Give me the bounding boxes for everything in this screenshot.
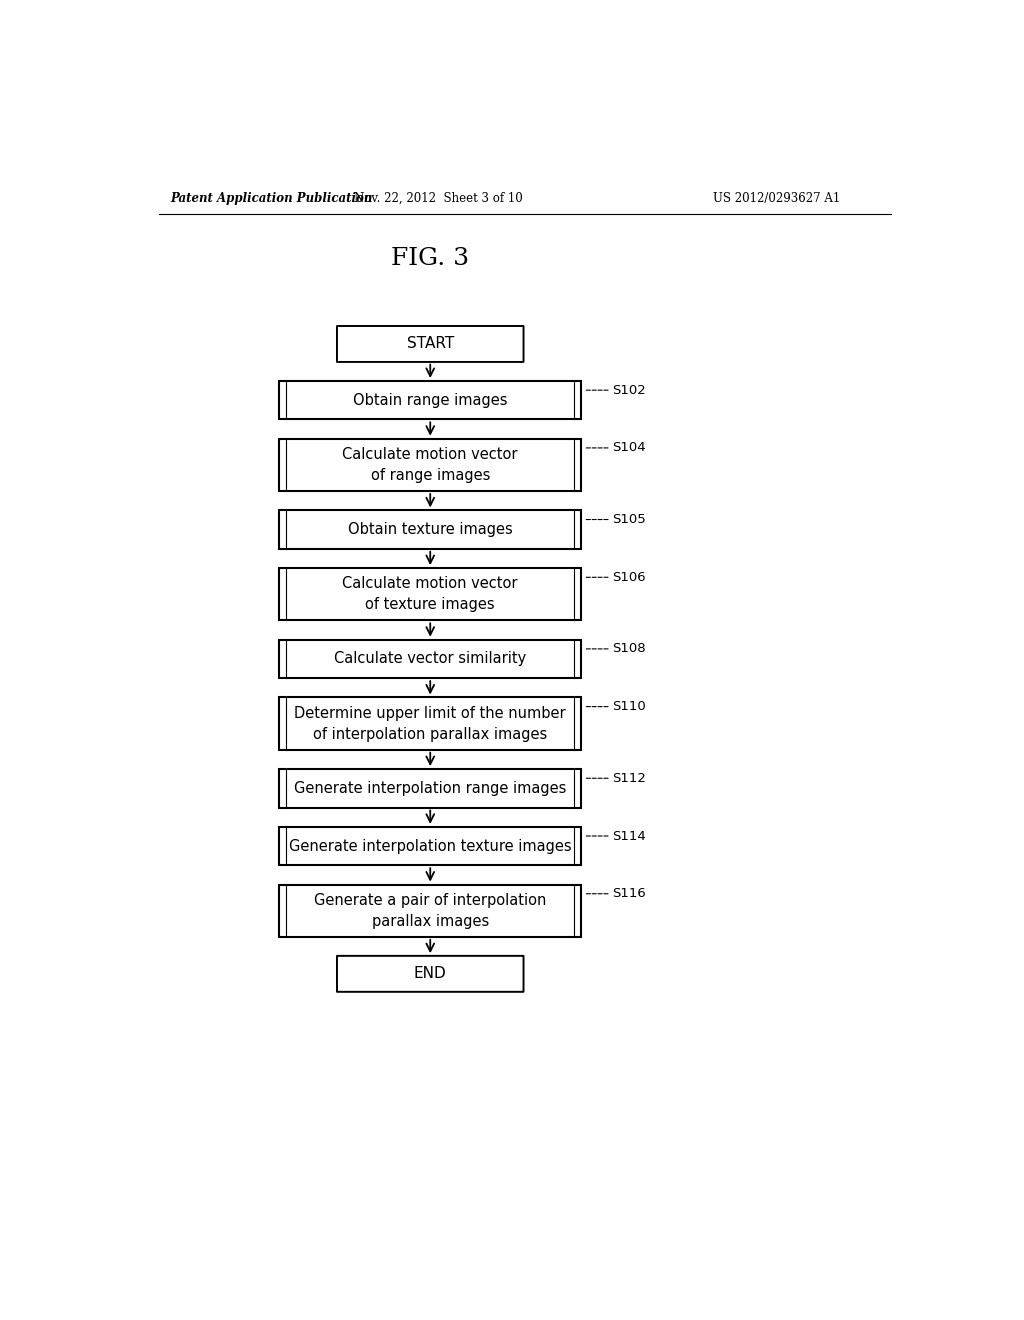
Text: S102: S102 [612,384,646,397]
Text: S104: S104 [612,441,646,454]
Text: Determine upper limit of the number
of interpolation parallax images: Determine upper limit of the number of i… [295,706,566,742]
Text: Generate a pair of interpolation
parallax images: Generate a pair of interpolation paralla… [314,892,547,929]
FancyBboxPatch shape [280,568,582,620]
FancyBboxPatch shape [280,697,582,750]
Text: Calculate motion vector
of texture images: Calculate motion vector of texture image… [342,577,518,612]
Text: S108: S108 [612,643,646,656]
FancyBboxPatch shape [280,640,582,678]
Text: Calculate motion vector
of range images: Calculate motion vector of range images [342,447,518,483]
Text: FIG. 3: FIG. 3 [391,247,469,271]
Text: S112: S112 [612,772,646,785]
Text: Obtain texture images: Obtain texture images [348,521,513,537]
Text: S105: S105 [612,513,646,527]
FancyBboxPatch shape [280,770,582,808]
FancyBboxPatch shape [337,956,523,991]
FancyBboxPatch shape [337,326,523,362]
Text: US 2012/0293627 A1: US 2012/0293627 A1 [713,191,841,205]
Text: Generate interpolation range images: Generate interpolation range images [294,780,566,796]
Text: Generate interpolation texture images: Generate interpolation texture images [289,838,571,854]
FancyBboxPatch shape [280,381,582,420]
Text: END: END [414,966,446,981]
Text: Calculate vector similarity: Calculate vector similarity [334,651,526,667]
Text: S116: S116 [612,887,646,900]
Text: Patent Application Publication: Patent Application Publication [171,191,373,205]
Text: Nov. 22, 2012  Sheet 3 of 10: Nov. 22, 2012 Sheet 3 of 10 [353,191,522,205]
Text: Obtain range images: Obtain range images [353,392,508,408]
Text: S106: S106 [612,570,646,583]
Text: S110: S110 [612,700,646,713]
FancyBboxPatch shape [280,826,582,866]
Text: START: START [407,337,454,351]
FancyBboxPatch shape [280,884,582,937]
FancyBboxPatch shape [280,511,582,549]
FancyBboxPatch shape [280,438,582,491]
Text: S114: S114 [612,829,646,842]
